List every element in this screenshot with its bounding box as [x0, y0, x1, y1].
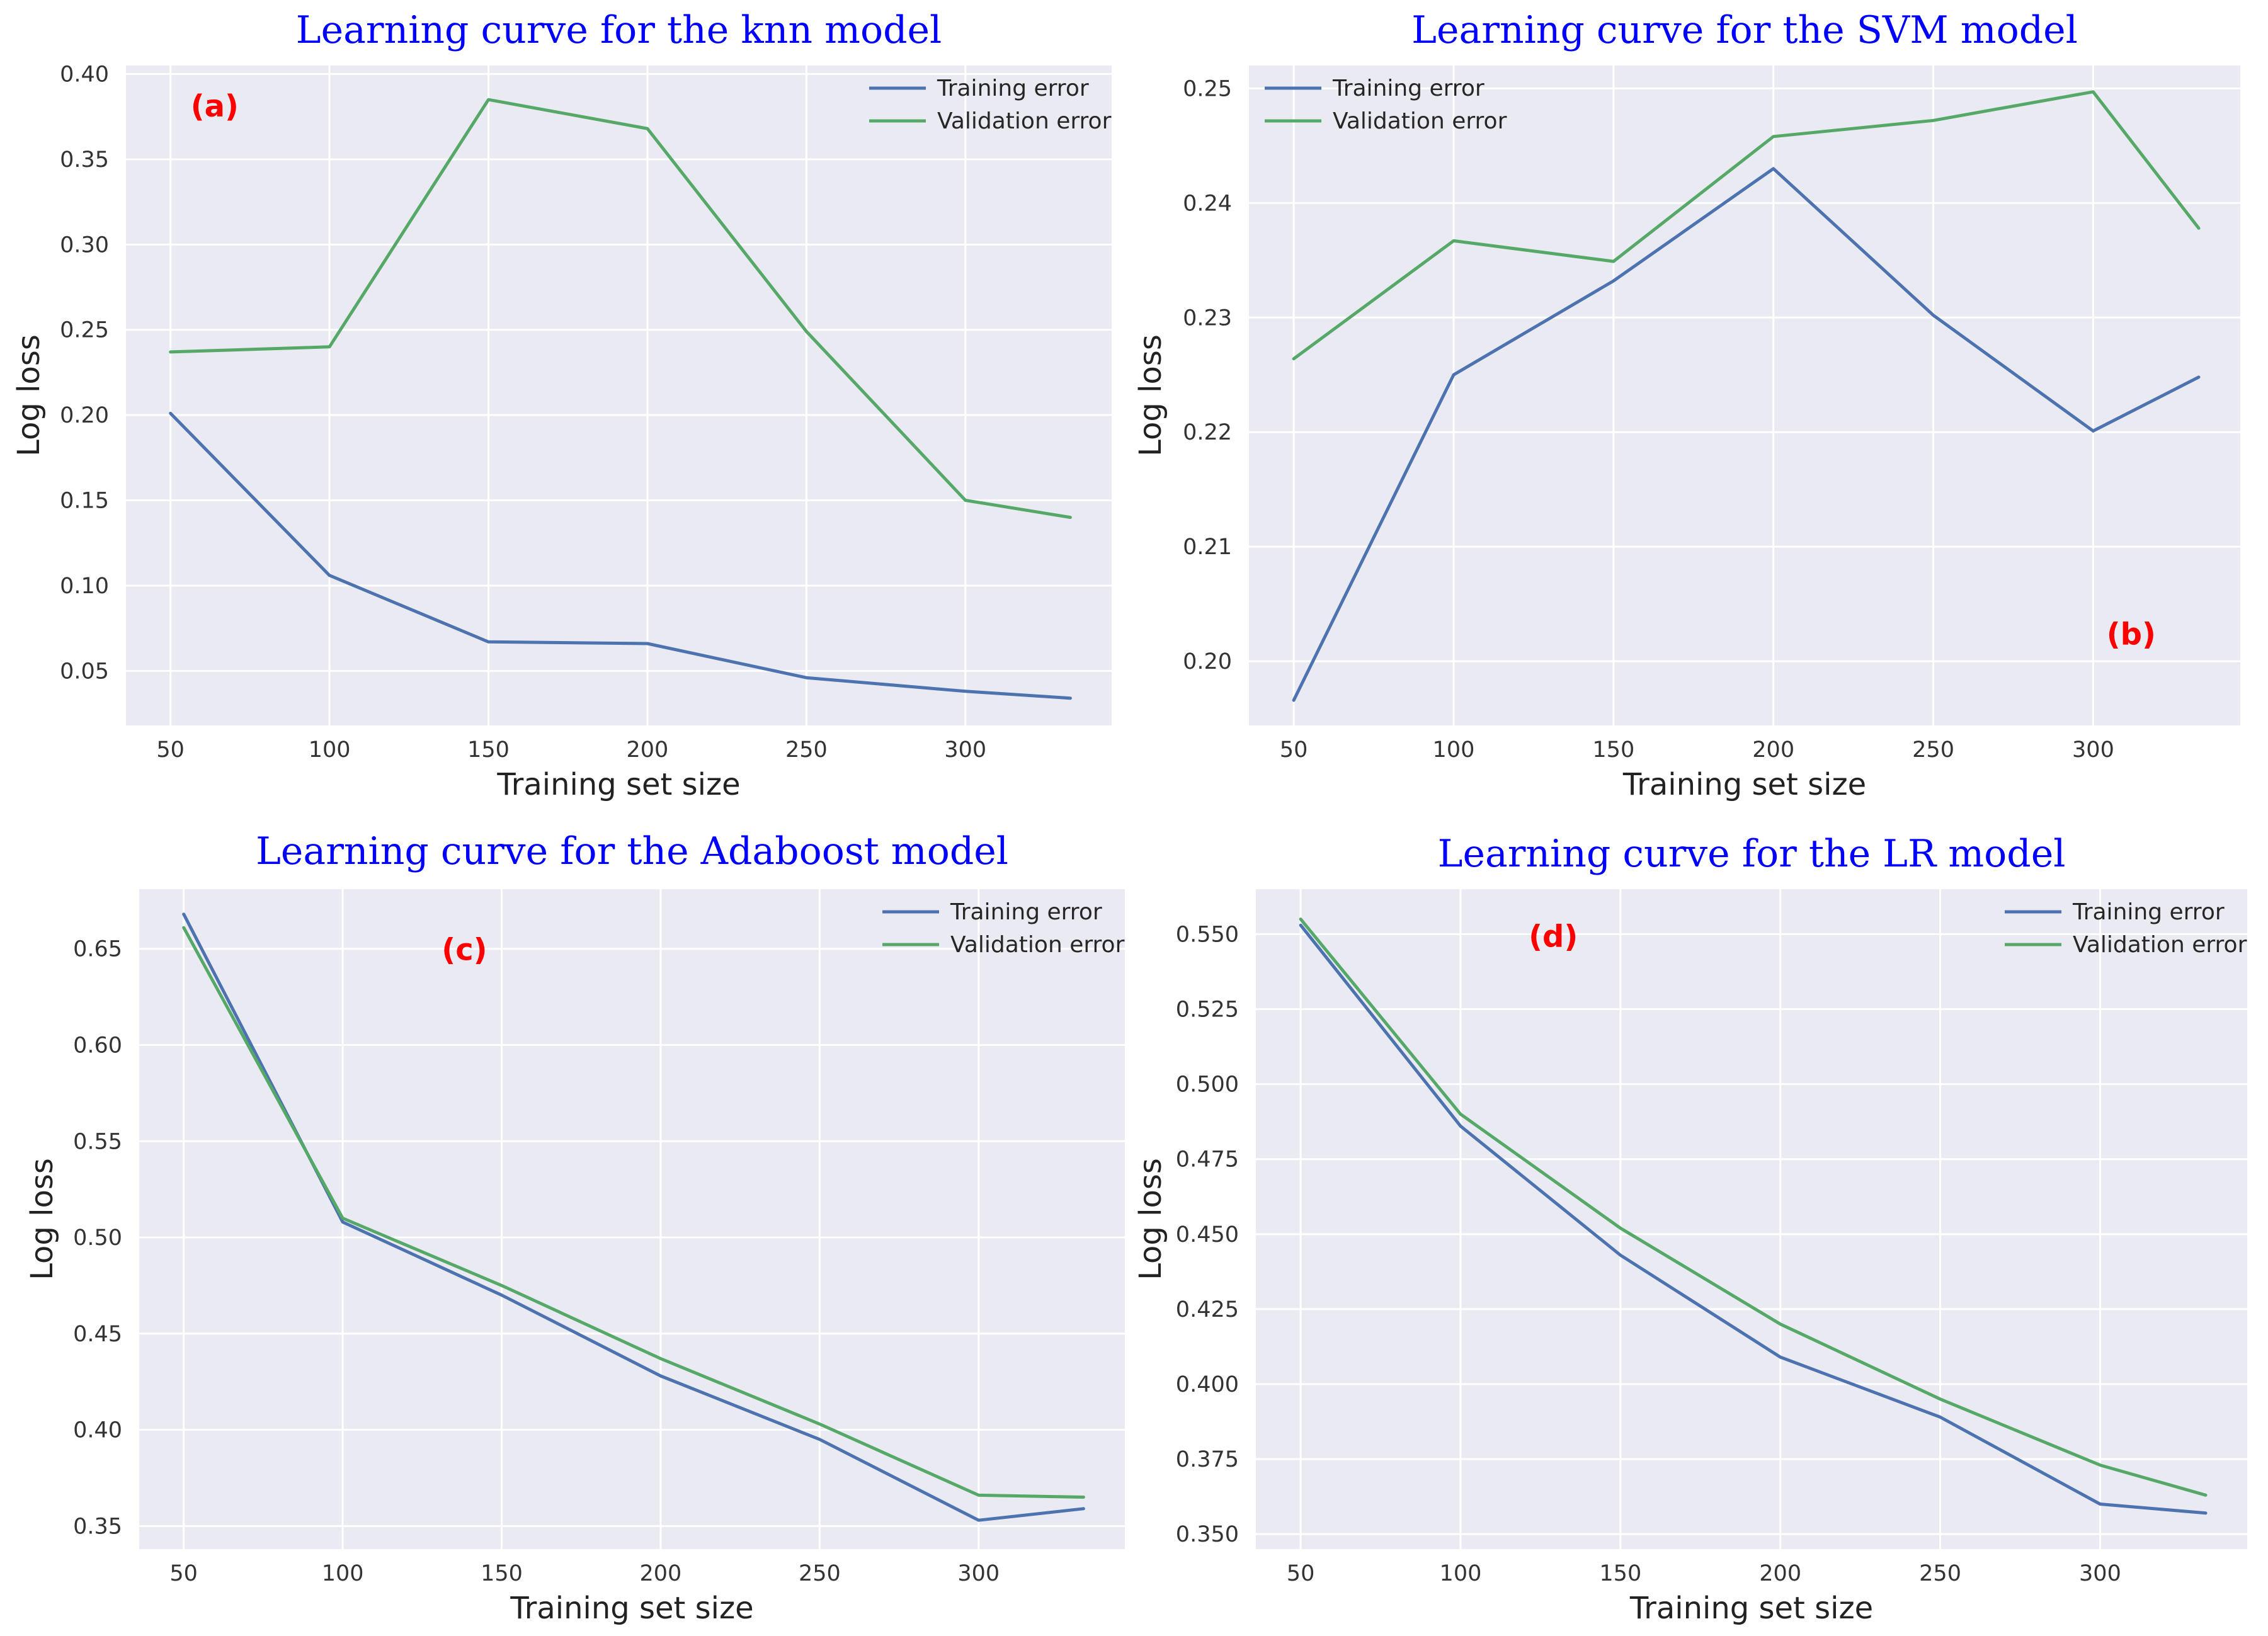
y-tick-label: 0.15: [60, 489, 109, 514]
panel-tag: (a): [191, 89, 239, 124]
y-axis-label: Log loss: [11, 334, 47, 457]
y-axis-label: Log loss: [1133, 1158, 1168, 1280]
series-line-validation-error: [182, 926, 1085, 1499]
y-tick-label: 0.550: [1176, 922, 1239, 947]
y-tick-label: 0.375: [1176, 1447, 1239, 1472]
y-tick-label: 0.450: [1176, 1222, 1239, 1247]
y-tick-label: 0.40: [60, 62, 109, 88]
legend: Training error Validation error: [869, 76, 1112, 134]
chart-title: Learning curve for the LR model: [1438, 832, 2066, 876]
legend-label: Validation error: [937, 108, 1112, 134]
x-tick-label: 100: [1433, 737, 1475, 763]
series-line-training-error: [169, 411, 1072, 700]
x-tick-label: 300: [944, 737, 986, 763]
y-axis-label: Log loss: [25, 1158, 60, 1280]
x-tick-label: 250: [1919, 1561, 1961, 1586]
y-tick-label: 0.10: [60, 574, 109, 599]
legend-label: Validation error: [950, 932, 1125, 958]
y-tick-label: 0.65: [73, 937, 122, 962]
chart-title: Learning curve for the SVM model: [1411, 8, 2078, 52]
x-tick-label: 50: [1287, 1561, 1315, 1586]
y-tick-label: 0.05: [60, 659, 109, 684]
chart-panel-1: 50 100 150 200 250 300 0.05 0.10 0.15 0.20 0.25 0.3…: [11, 8, 1112, 802]
x-tick-label: 50: [169, 1561, 198, 1586]
y-tick-label: 0.55: [73, 1129, 122, 1154]
x-tick-label: 250: [799, 1561, 841, 1586]
y-tick-label: 0.350: [1176, 1522, 1239, 1547]
plot-area: [126, 65, 1112, 725]
y-tick-label: 0.20: [1183, 649, 1232, 674]
y-tick-label: 0.525: [1176, 997, 1239, 1023]
legend-label: Training error: [950, 899, 1102, 925]
y-tick-label: 0.35: [73, 1514, 122, 1539]
legend-label: Validation error: [1333, 108, 1507, 134]
y-tick-label: 0.20: [60, 403, 109, 428]
legend: Training error Validation error: [1265, 76, 1507, 134]
y-tick-label: 0.500: [1176, 1072, 1239, 1098]
y-tick-label: 0.22: [1183, 420, 1232, 445]
x-tick-label: 100: [322, 1561, 364, 1586]
series-line-training-error: [182, 912, 1085, 1522]
y-tick-label: 0.425: [1176, 1297, 1239, 1322]
plot-area: [139, 889, 1125, 1549]
y-tick-label: 0.40: [73, 1418, 122, 1443]
series-line-validation-error: [169, 98, 1072, 520]
y-tick-label: 0.23: [1183, 305, 1232, 331]
x-tick-label: 50: [156, 737, 185, 763]
chart-title: Learning curve for the Adaboost model: [256, 829, 1008, 873]
x-axis-label: Training set size: [1629, 1591, 1873, 1626]
panel-tag: (c): [442, 932, 487, 967]
series-line-validation-error: [1299, 917, 2208, 1497]
series-line-training-error: [1299, 923, 2208, 1515]
y-tick-label: 0.25: [1183, 76, 1232, 101]
y-tick-label: 0.50: [73, 1225, 122, 1251]
chart-title: Learning curve for the knn model: [296, 8, 942, 52]
y-tick-label: 0.45: [73, 1322, 122, 1347]
chart-panel-4: 50 100 150 200 250 300 0.350 0.375 0.400 0.425 0.4…: [1133, 832, 2247, 1626]
x-tick-label: 300: [2072, 737, 2114, 763]
x-tick-label: 200: [1759, 1561, 1801, 1586]
x-axis-label: Training set size: [510, 1591, 753, 1626]
x-tick-label: 300: [2079, 1561, 2121, 1586]
plot-area: [1256, 889, 2247, 1549]
x-tick-label: 150: [481, 1561, 523, 1586]
y-tick-label: 0.24: [1183, 191, 1232, 216]
x-tick-label: 200: [640, 1561, 682, 1586]
y-axis-label: Log loss: [1133, 334, 1168, 457]
x-tick-label: 250: [785, 737, 828, 763]
y-tick-label: 0.400: [1176, 1372, 1239, 1397]
x-tick-label: 150: [1592, 737, 1634, 763]
series-line-training-error: [1292, 167, 2201, 702]
panel-tag: (d): [1529, 919, 1578, 954]
x-axis-label: Training set size: [496, 767, 740, 802]
plot-area: [1249, 65, 2240, 725]
y-tick-label: 0.25: [60, 318, 109, 343]
panel-tag: (b): [2107, 616, 2156, 652]
legend: Training error Validation error: [2005, 899, 2247, 958]
y-tick-label: 0.30: [60, 232, 109, 258]
y-tick-label: 0.60: [73, 1033, 122, 1058]
chart-panel-3: 50 100 150 200 250 300 0.35 0.40 0.45 0.50 0.55 0.6…: [25, 829, 1125, 1626]
x-tick-label: 250: [1912, 737, 1954, 763]
y-tick-label: 0.21: [1183, 535, 1232, 560]
x-tick-label: 100: [309, 737, 351, 763]
legend-label: Training error: [2072, 899, 2225, 925]
x-tick-label: 150: [467, 737, 510, 763]
series-line-validation-error: [1292, 90, 2201, 361]
legend-label: Training error: [1332, 76, 1484, 101]
y-tick-label: 0.475: [1176, 1147, 1239, 1173]
y-tick-label: 0.35: [60, 147, 109, 173]
x-tick-label: 200: [627, 737, 669, 763]
x-tick-label: 100: [1440, 1561, 1482, 1586]
x-axis-label: Training set size: [1622, 767, 1866, 802]
legend: Training error Validation error: [882, 899, 1125, 958]
x-tick-label: 50: [1280, 737, 1308, 763]
x-tick-label: 150: [1599, 1561, 1641, 1586]
x-tick-label: 300: [957, 1561, 1000, 1586]
chart-panel-2: 50 100 150 200 250 300 0.20 0.21 0.22 0.23 0.24 0.2…: [1133, 8, 2240, 802]
x-tick-label: 200: [1752, 737, 1794, 763]
legend-label: Validation error: [2073, 932, 2247, 958]
legend-label: Training error: [937, 76, 1089, 101]
